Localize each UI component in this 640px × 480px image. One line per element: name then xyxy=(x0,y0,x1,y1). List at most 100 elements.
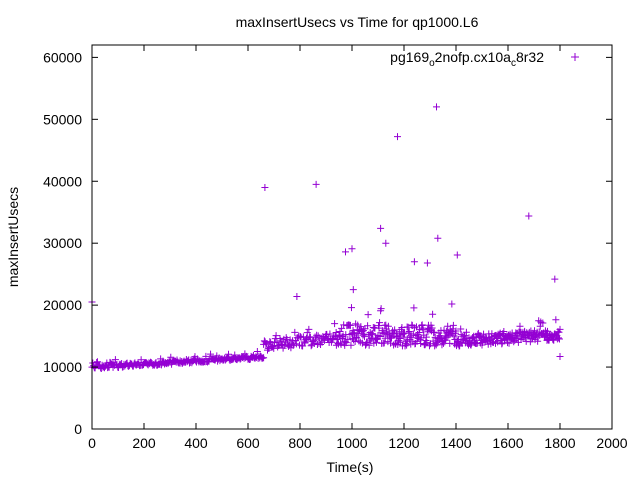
data-point xyxy=(342,339,350,347)
data-point xyxy=(428,324,436,332)
data-point xyxy=(380,330,388,338)
legend: pg169o2nofp.cx10ac8r32 xyxy=(390,49,579,69)
data-point xyxy=(400,333,408,341)
data-point xyxy=(404,323,412,331)
data-point xyxy=(438,341,446,349)
y-tick-label: 50000 xyxy=(43,111,82,127)
data-point xyxy=(448,300,456,308)
data-point-outlier xyxy=(377,224,385,232)
x-tick-label: 800 xyxy=(288,435,312,451)
x-tick-label: 400 xyxy=(184,435,208,451)
data-point xyxy=(311,333,319,341)
data-point xyxy=(303,334,310,342)
legend-label-subscript: o xyxy=(429,58,435,69)
data-point xyxy=(368,330,376,338)
data-point xyxy=(496,330,504,338)
data-point xyxy=(338,333,346,341)
data-point-outlier xyxy=(261,183,269,191)
data-point-outlier xyxy=(293,292,301,300)
data-point-outlier xyxy=(551,275,559,283)
data-point xyxy=(416,336,424,344)
data-point xyxy=(264,346,271,354)
data-point xyxy=(337,340,345,348)
data-point xyxy=(398,324,406,332)
data-point xyxy=(555,335,563,343)
data-point xyxy=(364,322,372,330)
data-point-outlier xyxy=(434,234,442,242)
data-point xyxy=(410,304,418,312)
data-point xyxy=(403,341,411,349)
data-point xyxy=(419,324,427,332)
data-point-outlier xyxy=(423,259,431,267)
legend-label-part: 8r32 xyxy=(516,49,544,65)
data-point xyxy=(461,332,469,340)
data-point xyxy=(399,330,407,338)
data-point xyxy=(516,322,524,330)
data-point xyxy=(274,343,282,351)
data-point xyxy=(333,335,341,343)
data-point xyxy=(360,333,368,341)
data-point xyxy=(556,325,564,333)
data-point xyxy=(260,354,268,362)
data-point xyxy=(315,339,323,347)
data-point xyxy=(539,319,547,327)
data-point xyxy=(397,325,405,333)
data-point xyxy=(369,330,377,338)
x-tick-label: 1800 xyxy=(544,435,575,451)
legend-label: pg169o2nofp.cx10ac8r32 xyxy=(390,49,544,69)
data-point xyxy=(377,305,385,313)
data-point xyxy=(396,338,404,346)
data-point xyxy=(500,327,508,335)
y-axis-label: maxInsertUsecs xyxy=(5,187,21,287)
data-point xyxy=(354,321,362,329)
data-point xyxy=(359,327,367,335)
data-point xyxy=(452,327,460,335)
x-tick-label: 0 xyxy=(88,435,96,451)
y-axis-ticks: 0 10000 20000 30000 40000 50000 60000 xyxy=(43,49,612,437)
legend-label-subscript: c xyxy=(511,58,516,69)
legend-marker-plus xyxy=(571,53,579,61)
data-point xyxy=(554,334,562,342)
data-point xyxy=(365,341,373,349)
x-tick-label: 1400 xyxy=(440,435,471,451)
data-point xyxy=(396,334,404,342)
data-point xyxy=(344,335,352,343)
data-point xyxy=(262,340,270,348)
data-point xyxy=(258,354,266,362)
data-point xyxy=(346,321,354,329)
x-tick-label: 1000 xyxy=(336,435,367,451)
chart-title: maxInsertUsecs vs Time for qp1000.L6 xyxy=(236,14,479,30)
data-point xyxy=(436,333,444,341)
data-point xyxy=(416,325,424,333)
x-tick-label: 2000 xyxy=(596,435,627,451)
data-point xyxy=(202,352,210,360)
x-tick-label: 200 xyxy=(132,435,156,451)
data-point-outlier xyxy=(453,251,461,259)
data-point xyxy=(462,328,470,336)
y-tick-label: 0 xyxy=(74,421,82,437)
data-point xyxy=(347,304,355,312)
data-point xyxy=(552,316,560,324)
data-point-outlier xyxy=(349,286,357,294)
x-tick-label: 1600 xyxy=(492,435,523,451)
y-tick-label: 30000 xyxy=(43,235,82,251)
y-tick-label: 60000 xyxy=(43,49,82,65)
data-point xyxy=(473,340,481,348)
data-point xyxy=(449,321,457,329)
data-point xyxy=(528,335,536,343)
data-point xyxy=(320,336,328,344)
data-point xyxy=(354,330,362,338)
data-point xyxy=(312,336,320,344)
data-point xyxy=(455,335,463,343)
data-point xyxy=(291,328,299,336)
data-point xyxy=(429,310,437,318)
data-point xyxy=(231,351,239,359)
data-point xyxy=(380,339,388,347)
data-point xyxy=(207,350,215,358)
legend-marker-glyph xyxy=(571,53,579,61)
x-tick-label: 600 xyxy=(236,435,260,451)
data-point xyxy=(457,331,465,339)
data-point xyxy=(353,333,361,341)
x-axis-ticks: 0 200 400 600 800 1000 1200 1400 1600 1800 2000 xyxy=(88,45,628,451)
